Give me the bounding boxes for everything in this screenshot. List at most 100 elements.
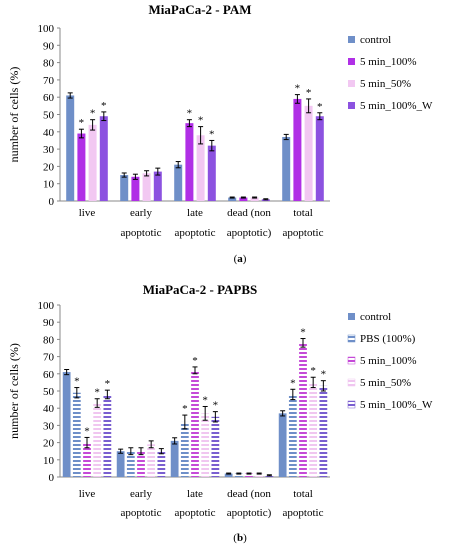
y-tick-label: 60 [43, 92, 55, 104]
bar [116, 451, 125, 477]
legend-label: 5 min_100%_W [360, 100, 433, 112]
y-tick-label: 50 [43, 110, 55, 122]
y-tick-label: 90 [43, 317, 55, 329]
y-tick-label: 50 [43, 386, 55, 398]
significance-star: * [300, 327, 306, 339]
bar [147, 444, 156, 477]
legend-swatch [347, 334, 356, 343]
significance-star: * [182, 403, 188, 415]
y-tick-label: 30 [43, 420, 55, 432]
legend-label: 5 min_100% [360, 355, 417, 367]
bar [234, 473, 243, 477]
panel-label: (a) [234, 253, 247, 265]
significance-star: * [306, 87, 312, 99]
significance-star: * [310, 365, 316, 377]
bar [142, 173, 151, 201]
significance-star: * [192, 355, 198, 367]
bar [211, 416, 220, 477]
y-tick-label: 10 [43, 179, 55, 191]
bar [224, 473, 233, 477]
bar [319, 385, 328, 477]
legend-swatch [348, 36, 355, 43]
y-tick-label: 20 [43, 161, 55, 173]
chart-title: MiaPaCa-2 - PAM [148, 2, 251, 17]
y-tick-label: 30 [43, 144, 55, 156]
bar [228, 197, 237, 201]
x-category-label: live [79, 207, 96, 219]
x-category-label: early [130, 488, 152, 500]
x-category-label: late [187, 207, 203, 219]
bar [245, 473, 253, 477]
bar [103, 394, 112, 477]
bar [196, 135, 205, 201]
significance-star: * [213, 400, 219, 412]
bar [153, 171, 162, 201]
y-tick-label: 0 [49, 472, 55, 484]
legend-label: control [360, 311, 391, 323]
y-axis-title: number of cells (%) [7, 67, 21, 163]
x-category-label: live [79, 488, 96, 500]
bar [157, 451, 166, 477]
y-tick-label: 80 [43, 334, 55, 346]
significance-star: * [202, 394, 208, 406]
significance-star: * [198, 115, 204, 127]
legend-label: 5 min_100% [360, 56, 417, 68]
y-tick-label: 60 [43, 369, 55, 381]
x-category-label: apoptotic) [227, 227, 272, 239]
legend-label: 5 min_50% [360, 78, 411, 90]
legend-swatch [348, 313, 355, 320]
legend-label: 5 min_100%_W [360, 399, 433, 411]
significance-star: * [295, 83, 301, 95]
panel-label: (b) [233, 532, 247, 544]
significance-star: * [90, 108, 96, 120]
y-tick-label: 90 [43, 40, 55, 52]
bar [137, 451, 145, 477]
legend-label: 5 min_50% [360, 377, 411, 389]
legend-swatch [347, 356, 356, 365]
bar [304, 105, 313, 201]
x-category-label: apoptotic [121, 507, 162, 519]
significance-star: * [317, 101, 323, 113]
x-category-label: early [130, 207, 152, 219]
y-tick-label: 70 [43, 352, 55, 364]
legend-swatch [348, 102, 355, 109]
significance-star: * [101, 100, 107, 112]
legend-swatch [347, 378, 356, 387]
bar [299, 342, 307, 477]
bar [174, 164, 183, 201]
chart-title: MiaPaCa-2 - PAPBS [143, 282, 258, 297]
significance-star: * [321, 369, 327, 381]
y-tick-label: 10 [43, 455, 55, 467]
bar [185, 123, 194, 201]
bar [282, 136, 291, 201]
legend-label: control [360, 34, 391, 46]
significance-star: * [74, 376, 80, 388]
y-tick-label: 70 [43, 75, 55, 87]
bar [131, 176, 140, 201]
x-category-label: apoptotic [121, 227, 162, 239]
significance-star: * [105, 378, 111, 390]
significance-star: * [79, 117, 85, 129]
bar [88, 124, 97, 201]
y-tick-label: 0 [49, 196, 55, 208]
significance-star: * [290, 377, 296, 389]
bar [250, 197, 259, 201]
bar [77, 133, 86, 201]
y-tick-label: 40 [43, 127, 55, 139]
bar [201, 413, 210, 477]
bar [255, 473, 264, 477]
chart-panel-a: MiaPaCa-2 - PAM number of cells (%) 0 10 20 3… [7, 2, 433, 265]
bar [62, 372, 71, 477]
y-tick-label: 100 [38, 300, 55, 312]
bar [293, 98, 302, 201]
significance-star: * [209, 128, 215, 140]
x-category-label: apoptotic [283, 507, 324, 519]
bar [239, 197, 248, 201]
y-tick-label: 80 [43, 58, 55, 70]
x-category-label: dead (non [227, 207, 271, 219]
x-category-label: late [187, 488, 203, 500]
y-tick-label: 20 [43, 438, 55, 450]
bar [278, 413, 287, 477]
significance-star: * [94, 387, 100, 399]
